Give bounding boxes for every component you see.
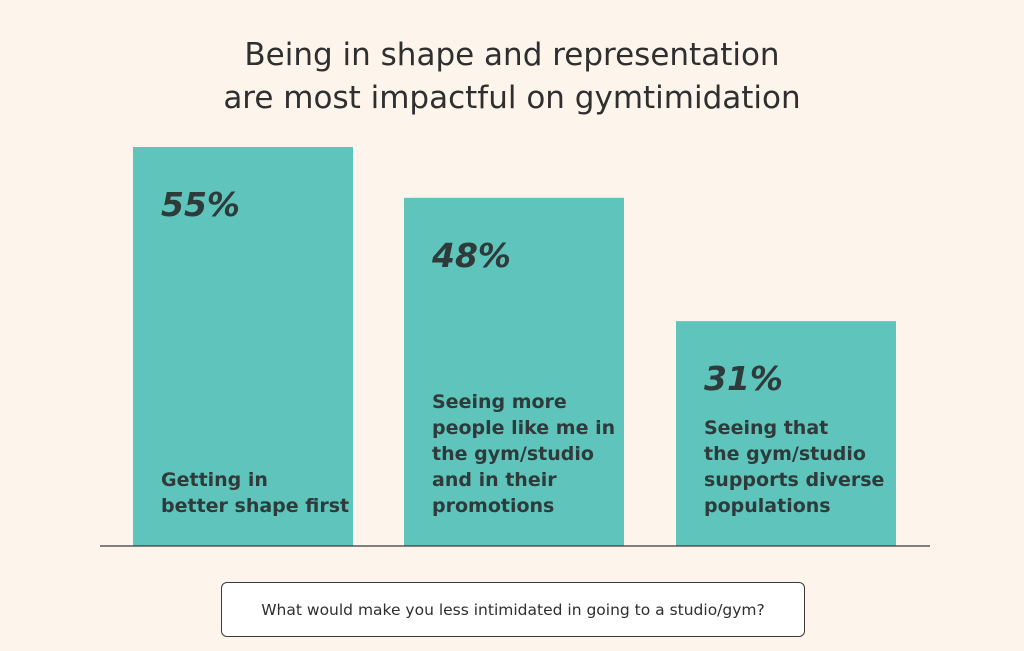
bar-category-label-1: Getting in better shape first <box>161 469 350 517</box>
bar-3 <box>676 321 896 546</box>
chart-title-line-1: Being in shape and representation <box>244 37 780 73</box>
bar-2 <box>404 197 624 547</box>
bar-value-label-3: 31% <box>704 359 783 399</box>
bar-value-label-2: 48% <box>432 235 511 275</box>
bar-category-label-3: Seeing that the gym/studio supports dive… <box>704 417 885 517</box>
x-axis-question: What would make you less intimidated in … <box>261 600 765 619</box>
chart-title-line-2: are most impactful on gymtimidation <box>223 80 801 116</box>
question-box: What would make you less intimidated in … <box>221 582 805 637</box>
chart-title: Being in shape and representation are mo… <box>0 34 1024 120</box>
bar-1 <box>133 147 353 546</box>
bar-value-label-1: 55% <box>161 185 240 224</box>
bar-category-label-2: Seeing more people like me in the gym/st… <box>432 391 616 517</box>
